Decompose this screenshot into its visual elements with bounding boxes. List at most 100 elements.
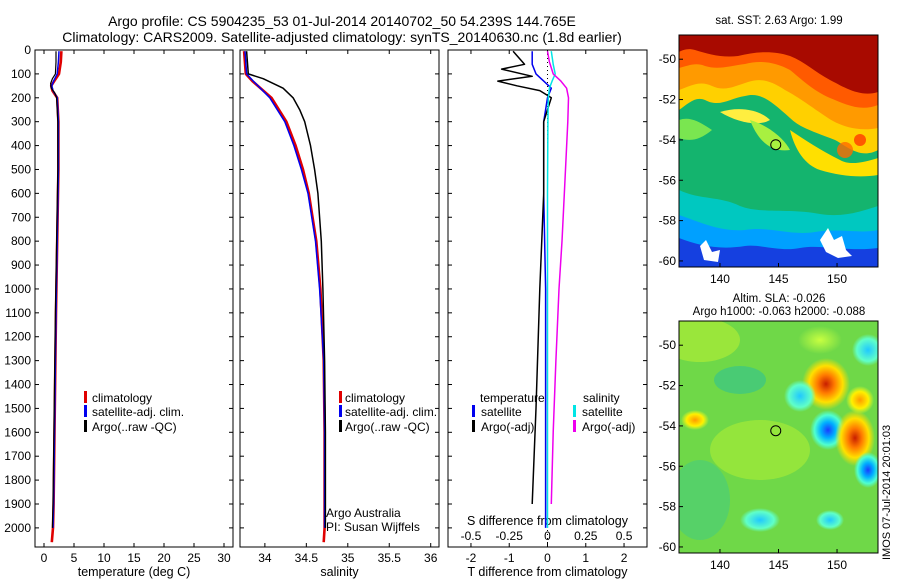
legend-label-temp-argo: Argo(-adj): [481, 420, 534, 434]
sst-float-position-marker: [770, 139, 782, 151]
y-tick-label: 0: [24, 43, 31, 57]
sst-map-title: sat. SST: 2.63 Argo: 1.99: [715, 15, 842, 27]
temperature-panel: 0100200300400500600700800900100011001200…: [4, 43, 234, 579]
map-lat-label: -52: [659, 93, 677, 107]
y-tick-label: 1700: [4, 449, 31, 463]
x-tick-label: 5: [71, 551, 78, 565]
legend-label-sal-argo: Argo(-adj): [582, 420, 635, 434]
x-tick-label: 35.5: [378, 551, 402, 565]
y-tick-label: 1400: [4, 378, 31, 392]
legend-head-salinity: salinity: [583, 391, 620, 405]
x-tick-label: 36: [424, 551, 438, 565]
x-tick-label: -1: [504, 551, 515, 565]
x-tick-label: 0: [544, 551, 551, 565]
x-tick-label: 15: [127, 551, 141, 565]
difference-panel: -2 -1 0 1 2S difference from climatology-0.5…: [447, 49, 648, 579]
sla-map-title-line1: Altim. SLA: -0.026: [733, 293, 826, 305]
y-tick-label: 200: [11, 91, 31, 105]
y-tick-label: 1100: [5, 306, 31, 320]
legend-head-temperature: temperature: [480, 391, 545, 405]
x-top-tick-label: 0.5: [616, 529, 633, 543]
map-lat-label: -56: [659, 459, 677, 473]
legend-swatch-temp-satellite: [472, 405, 475, 417]
x-tick-label: 2: [621, 551, 628, 565]
legend-label-sal-satellite: satellite: [582, 405, 623, 419]
map-lat-label: -58: [659, 214, 677, 228]
map-lon-label: 140: [710, 272, 730, 286]
y-tick-label: 1800: [4, 473, 31, 487]
y-tick-label: 1900: [4, 497, 31, 511]
legend-swatch-satellite: [339, 405, 342, 417]
map-lon-label: 150: [827, 272, 847, 286]
map-lat-label: -50: [659, 338, 677, 352]
imos-timestamp: IMOS 07-Jul-2014 20:01:03: [881, 425, 893, 560]
x-tick-label: 30: [217, 551, 231, 565]
map-lon-label: 145: [768, 272, 788, 286]
series-line-satellite-adj-clim: [244, 51, 326, 528]
map-lat-label: -54: [659, 133, 677, 147]
sla-field: [679, 321, 878, 553]
map-lat-label: -60: [659, 254, 677, 268]
x-tick-label: 35: [341, 551, 355, 565]
sst-field: [679, 35, 878, 267]
legend-swatch-argo: [339, 420, 342, 432]
x-tick-label: 0: [41, 551, 48, 565]
x-tick-label: 25: [187, 551, 201, 565]
map-lat-label: -56: [659, 173, 677, 187]
y-tick-label: 1000: [4, 282, 31, 296]
legend-label-temp-satellite: satellite: [481, 405, 522, 419]
plot-frame: [34, 49, 234, 548]
sla-map-title-line2: Argo h1000: -0.063 h2000: -0.088: [693, 306, 866, 318]
legend-swatch-sal-satellite: [573, 405, 576, 417]
note-argo-australia: Argo Australia: [326, 506, 401, 520]
y-tick-label: 300: [11, 115, 31, 129]
map-lon-label: 150: [827, 558, 847, 572]
legend-label-satellite: satellite-adj. clim.: [92, 405, 184, 419]
map-lat-label: -58: [659, 500, 677, 514]
figure-title-line1: Argo profile: CS 5904235_53 01-Jul-2014 …: [108, 13, 576, 29]
sla-map-axes: 140 145 150 -50 -52 -54 -56 -58 -60: [659, 338, 848, 572]
x-tick-label: -2: [466, 551, 477, 565]
legend-swatch-climatology: [84, 391, 87, 403]
difference-legend: temperature salinity satellite Argo(-adj…: [472, 391, 635, 434]
temperature-legend: climatology satellite-adj. clim. Argo(..…: [84, 391, 184, 434]
x-axis-label: temperature (deg C): [78, 565, 191, 579]
sst-map: sat. SST: 2.63 Argo: 1.99 140 145 150 -50 -5…: [659, 15, 879, 286]
series-line-climatology: [242, 51, 326, 543]
legend-swatch-climatology: [339, 391, 342, 403]
map-lat-label: -50: [659, 52, 677, 66]
x-top-tick-label: -0.25: [496, 529, 524, 543]
series-line-temperature-satellite: [531, 51, 553, 528]
legend-swatch-argo: [84, 420, 87, 432]
y-tick-label: 100: [11, 67, 31, 81]
legend-swatch-temp-argo: [472, 420, 475, 432]
y-tick-label: 1200: [4, 330, 31, 344]
legend-label-climatology: climatology: [92, 391, 152, 405]
salinity-panel: 34 34.5 35 35.5 36 salinity: [239, 49, 440, 579]
legend-label-argo: Argo(..raw -QC): [345, 420, 430, 434]
x-tick-label: 34.5: [295, 551, 319, 565]
x-axis-label: T difference from climatology: [467, 565, 628, 579]
sla-map: Altim. SLA: -0.026 Argo h1000: -0.063 h2…: [659, 293, 879, 572]
legend-label-satellite: satellite-adj. clim.: [345, 405, 437, 419]
series-line-salinity-satellite: [546, 51, 556, 528]
y-tick-label: 600: [11, 186, 31, 200]
y-tick-label: 2000: [4, 521, 31, 535]
map-lon-label: 140: [710, 558, 730, 572]
y-tick-label: 1500: [4, 401, 31, 415]
x-top-tick-label: 0: [544, 529, 551, 543]
y-tick-label: 800: [11, 234, 31, 248]
legend-label-argo: Argo(..raw -QC): [92, 420, 177, 434]
x-tick-label: 1: [582, 551, 589, 565]
series-line-argo-raw-qc: [245, 51, 327, 528]
salinity-legend: climatology satellite-adj. clim. Argo(..…: [326, 391, 437, 534]
figure-title-line2: Climatology: CARS2009. Satellite-adjuste…: [62, 29, 622, 45]
map-lon-label: 145: [768, 558, 788, 572]
y-tick-label: 400: [11, 139, 31, 153]
map-lat-label: -60: [659, 540, 677, 554]
x-tick-label: 10: [97, 551, 111, 565]
series-line-salinity-argo-adj: [546, 51, 570, 505]
x-tick-label: 20: [157, 551, 171, 565]
y-tick-label: 900: [11, 258, 31, 272]
